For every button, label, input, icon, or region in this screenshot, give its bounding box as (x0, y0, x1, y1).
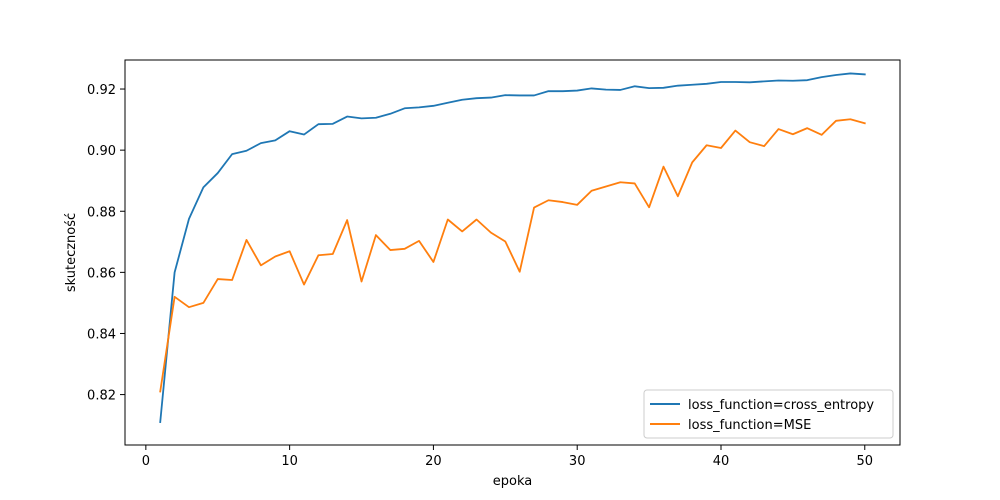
legend-label-cross-entropy: loss_function=cross_entropy (688, 398, 874, 413)
y-tick-label: 0.84 (87, 327, 116, 342)
y-axis-label: skuteczność (64, 213, 79, 292)
x-tick-label: 40 (713, 454, 730, 469)
x-tick-label: 50 (856, 454, 873, 469)
legend-label-mse: loss_function=MSE (688, 418, 811, 433)
legend-box (643, 389, 894, 439)
y-tick-label: 0.86 (87, 266, 116, 281)
y-tick-label: 0.92 (87, 83, 116, 98)
y-tick-label: 0.90 (87, 144, 116, 159)
y-axis-ticks: 0.82 0.84 0.86 0.88 0.90 0.92 (87, 83, 125, 404)
x-tick-label: 0 (142, 454, 150, 469)
x-tick-label: 20 (425, 454, 442, 469)
plot-frame (124, 59, 901, 446)
legend: loss_function=cross_entropy loss_functio… (643, 389, 894, 439)
y-tick-label: 0.82 (87, 389, 116, 404)
x-axis-label: epoka (493, 474, 532, 489)
x-tick-label: 10 (281, 454, 298, 469)
series-line-cross-entropy (159, 72, 866, 424)
x-tick-label: 30 (569, 454, 586, 469)
y-tick-label: 0.88 (87, 205, 116, 220)
x-axis-ticks: 0 10 20 30 40 50 (142, 445, 873, 469)
series-line-mse (159, 118, 866, 393)
series-layer (159, 72, 866, 424)
